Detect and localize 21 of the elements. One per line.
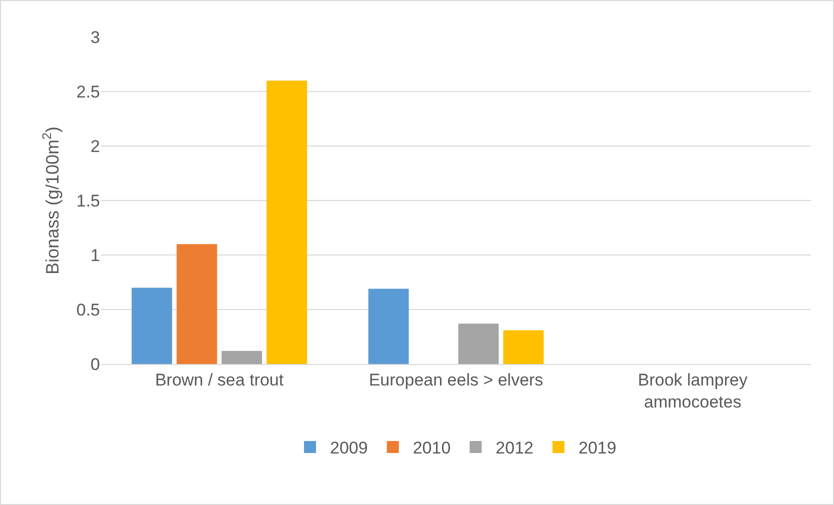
legend-label: 2010 [412, 438, 451, 458]
bar [132, 288, 172, 364]
y-tick-label: 3 [90, 28, 100, 47]
x-tick-label: European eels > elvers [368, 370, 544, 390]
bar [176, 244, 218, 364]
y-tick-label: 0 [90, 354, 100, 374]
bar [368, 288, 409, 364]
y-tick-label: 2.5 [76, 82, 100, 102]
legend-label: 2012 [496, 438, 534, 458]
x-tick-label: Brook lamprey ammocoetes [638, 370, 748, 412]
bar [458, 324, 499, 364]
y-tick-label: 1 [90, 246, 100, 265]
bar [222, 350, 262, 364]
y-tick-label: 2 [90, 136, 100, 156]
y-tick-label: 0.5 [76, 300, 100, 320]
y-tick-label: 1.5 [76, 191, 100, 210]
legend-label: 2009 [330, 438, 368, 458]
x-tick-label: Brown / sea trout [155, 370, 284, 390]
bar [503, 330, 544, 364]
legend-label: 2019 [578, 438, 616, 458]
bar [266, 80, 308, 364]
